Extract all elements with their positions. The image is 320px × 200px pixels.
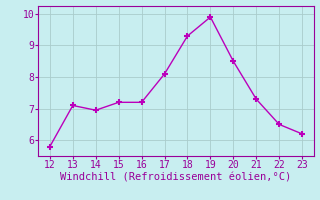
X-axis label: Windchill (Refroidissement éolien,°C): Windchill (Refroidissement éolien,°C) xyxy=(60,173,292,183)
